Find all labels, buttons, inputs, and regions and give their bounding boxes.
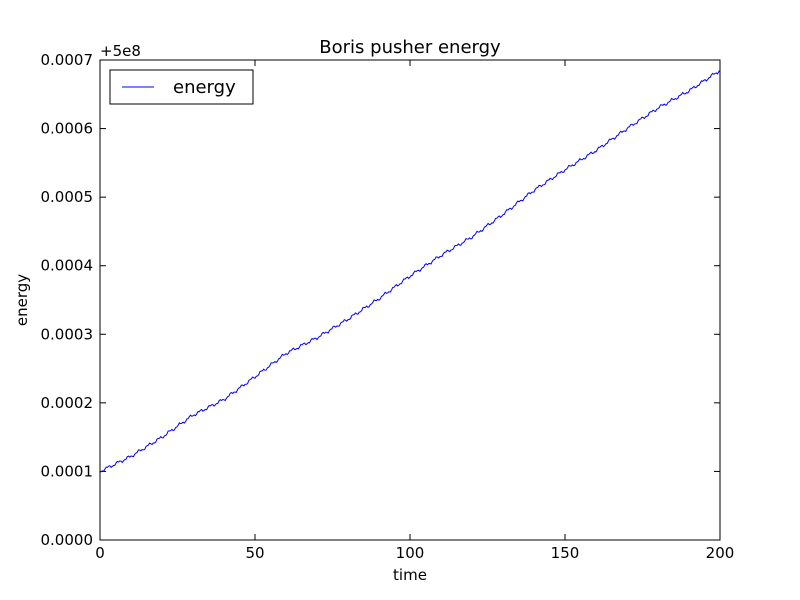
y-tick-label: 0.0005 xyxy=(41,188,94,206)
y-tick-label: 0.0000 xyxy=(41,531,94,549)
y-tick-label: 0.0004 xyxy=(41,257,94,275)
series-line-energy xyxy=(99,69,721,473)
legend: energy xyxy=(109,69,254,105)
x-axis-ticks: 0 50 100 150 200 xyxy=(95,60,734,562)
y-tick-label: 0.0001 xyxy=(41,462,94,480)
x-tick-label: 50 xyxy=(245,544,264,562)
x-tick-label: 200 xyxy=(706,544,735,562)
y-offset-label: +5e8 xyxy=(100,42,141,60)
y-tick-label: 0.0002 xyxy=(41,394,94,412)
plot-area xyxy=(100,60,720,540)
plot-frame xyxy=(99,59,721,541)
x-tick-label: 150 xyxy=(551,544,580,562)
x-tick-label: 0 xyxy=(95,544,105,562)
x-axis-label: time xyxy=(393,566,427,584)
y-tick-label: 0.0007 xyxy=(41,51,94,69)
x-tick-label: 100 xyxy=(396,544,425,562)
y-tick-label: 0.0006 xyxy=(41,120,94,138)
legend-label-energy: energy xyxy=(173,77,236,98)
y-axis-ticks: 0.0000 0.0001 0.0002 0.0003 0.0004 0.0005 0.00… xyxy=(41,51,720,549)
y-tick-label: 0.0003 xyxy=(41,325,94,343)
y-axis-label: energy xyxy=(13,274,31,326)
chart-title: Boris pusher energy xyxy=(319,37,501,58)
